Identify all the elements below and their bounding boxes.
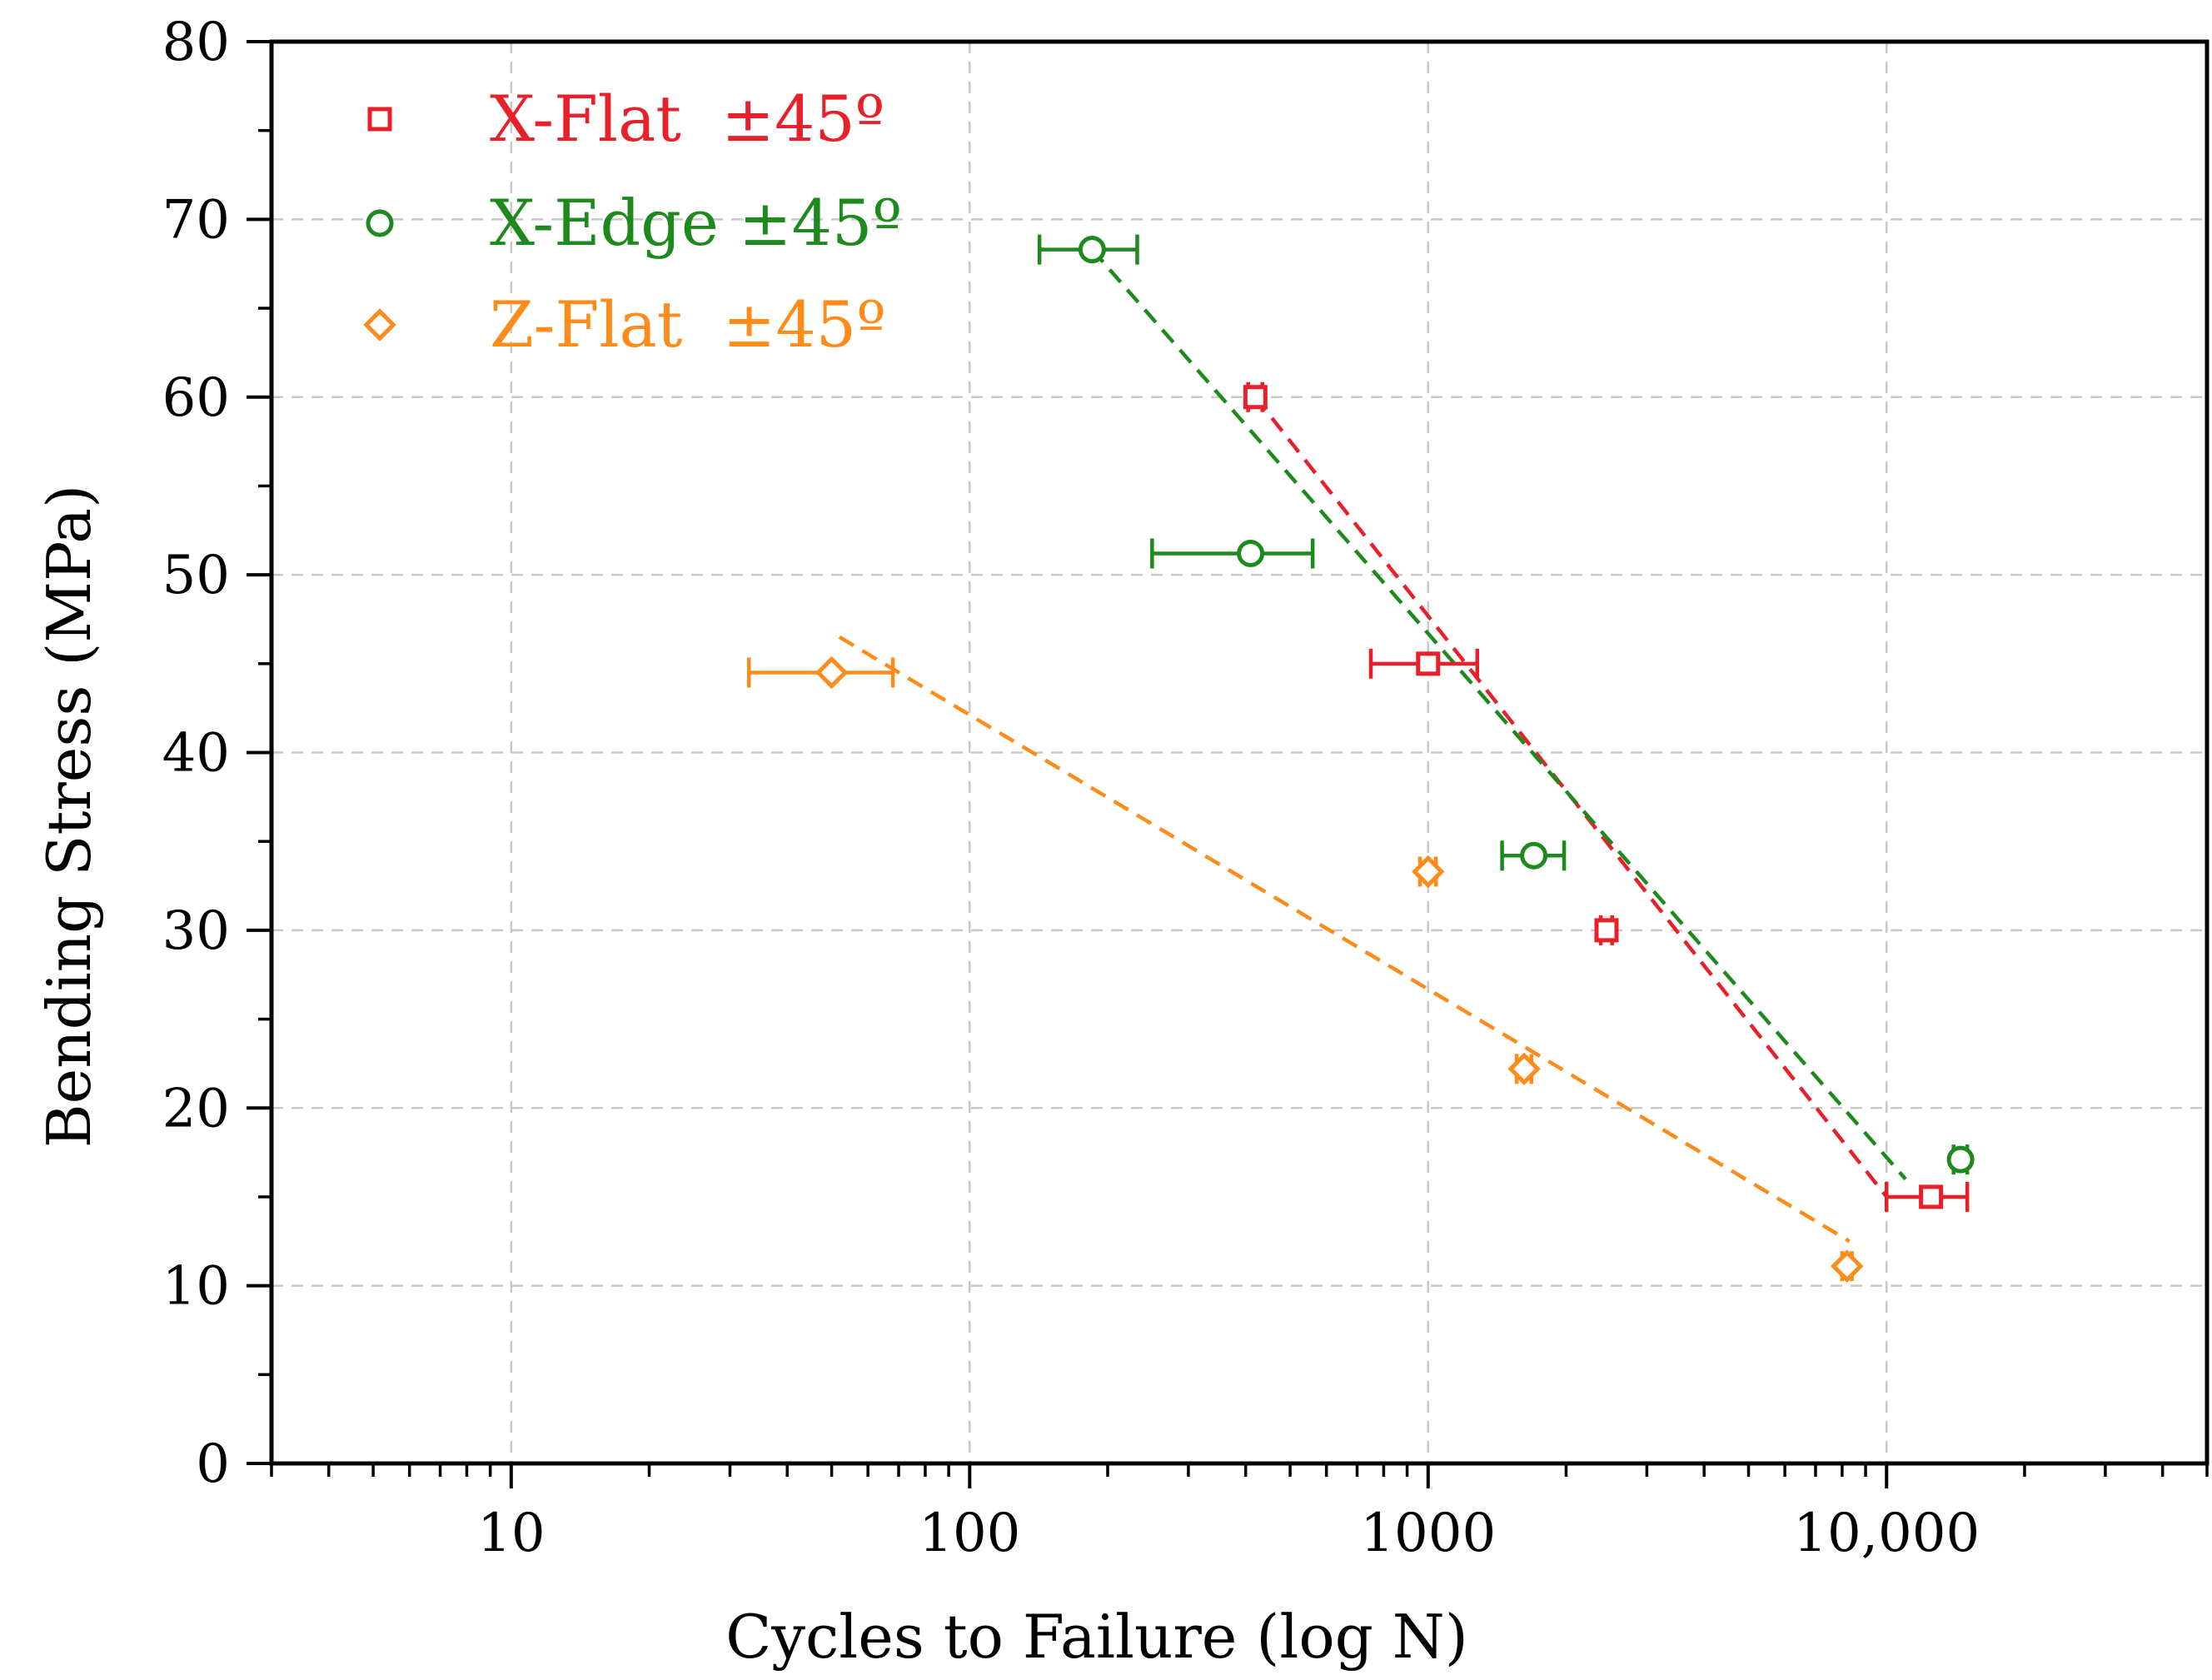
data-point-diamond [1831,1249,1864,1283]
x-tick-label: 10,000 [1793,1503,1980,1564]
y-tick-label: 80 [162,12,230,73]
data-point-diamond [1412,855,1445,889]
y-tick-label: 40 [162,723,230,785]
trendlines [838,248,1907,1244]
data-point-diamond [815,656,849,690]
grid-lines [272,42,2207,1463]
x-tick-label: 10 [477,1503,545,1564]
data-point-square [1243,385,1268,410]
data-point-circle [1520,841,1548,870]
x-axis-title: Cycles to Failure (log N) [725,1602,1468,1672]
data-point-circle [1078,236,1106,264]
y-tick-label: 30 [162,900,230,962]
y-tick-label: 50 [162,545,230,606]
legend-label-square: X-Flat ±45º [490,82,884,156]
legend-label-diamond: Z-Flat ±45º [490,287,886,361]
data-point-diamond [1507,1052,1541,1086]
tick-labels: 0 10 20 30 40 50 60 70 80 10 100 1000 10,000 [162,12,1980,1564]
data-point-square [1416,651,1441,676]
trendline-circle [1090,248,1907,1181]
data-point-square [1919,1184,1944,1209]
y-tick-label: 0 [196,1433,230,1495]
data-point-circle [1946,1145,1975,1174]
y-tick-label: 10 [162,1256,230,1318]
data-markers [815,236,1975,1283]
trendline-diamond [838,635,1851,1244]
legend-label-circle: X-Edge ±45º [490,186,902,260]
legend-marker-square [367,107,392,132]
y-axis-title: Bending Stress (MPa) [34,485,104,1148]
data-point-square [1594,918,1619,943]
axis-ticks [247,40,2209,1488]
y-tick-label: 60 [162,367,230,429]
y-tick-label: 20 [162,1078,230,1139]
data-point-circle [1237,540,1265,568]
x-tick-label: 1000 [1360,1503,1496,1564]
y-tick-label: 70 [162,189,230,251]
x-tick-label: 100 [919,1503,1020,1564]
legend: X-Flat ±45º X-Edge ±45º Z-Flat ±45º [363,82,902,361]
legend-marker-diamond [363,308,396,341]
legend-marker-circle [366,209,394,237]
